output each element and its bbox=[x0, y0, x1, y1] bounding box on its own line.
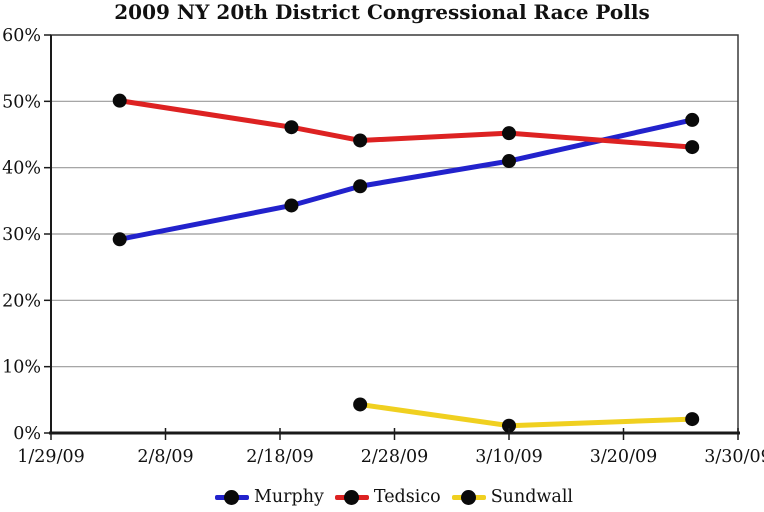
tedsico-point-2/25/09 bbox=[353, 133, 368, 148]
plot-area: 0% 10% 20% 30% 40% 50% 60% 1/29/09 2/8/09 2/18/09… bbox=[2, 26, 764, 467]
murphy-point-3/10/09 bbox=[502, 154, 516, 169]
sundwall-dot-marker bbox=[461, 489, 477, 505]
y-tick-label-0%: 0% bbox=[13, 424, 41, 444]
legend-item-murphy: Murphy bbox=[214, 487, 324, 507]
tedsico-dot-marker bbox=[344, 489, 360, 505]
legend: Murphy Tedsico Sundwall bbox=[0, 484, 764, 510]
x-tick-label-2/18/09: 2/18/09 bbox=[246, 447, 313, 467]
murphy-point-3/26/09 bbox=[685, 112, 700, 127]
tedsico-point-3/10/09 bbox=[502, 126, 516, 141]
legend-label-sundwall: Sundwall bbox=[490, 487, 574, 507]
chart-title: 2009 NY 20th District Congressional Race… bbox=[114, 0, 650, 24]
tedsico-point-2/4/09 bbox=[112, 93, 127, 108]
x-tick-label-3/20/09: 3/20/09 bbox=[590, 447, 657, 467]
sundwall-point-3/10/09 bbox=[502, 418, 516, 433]
x-tick-label-2/8/09: 2/8/09 bbox=[137, 447, 193, 467]
murphy-dot-marker bbox=[224, 489, 240, 505]
murphy-point-2/4/09 bbox=[112, 232, 127, 247]
y-tick-label-30%: 30% bbox=[2, 225, 41, 245]
x-tick-label-2/28/09: 2/28/09 bbox=[361, 447, 428, 467]
y-tick-label-60%: 60% bbox=[2, 26, 41, 46]
sundwall-line bbox=[357, 401, 695, 429]
murphy-point-2/19/09 bbox=[284, 198, 299, 213]
murphy-point-2/25/09 bbox=[353, 179, 368, 194]
tedsico-line-marker bbox=[334, 489, 369, 505]
legend-label-tedsico: Tedsico bbox=[373, 487, 441, 507]
legend-item-sundwall: Sundwall bbox=[451, 487, 574, 507]
tedsico-point-3/26/09 bbox=[685, 140, 700, 155]
legend-item-tedsico: Tedsico bbox=[334, 487, 441, 507]
tedsico-line bbox=[117, 98, 695, 150]
x-tick-label-3/30/09: 3/30/09 bbox=[704, 447, 764, 467]
sundwall-line-marker bbox=[451, 489, 486, 505]
legend-label-murphy: Murphy bbox=[253, 487, 324, 507]
x-tick-label-3/10/09: 3/10/09 bbox=[475, 447, 542, 467]
y-tick-label-50%: 50% bbox=[2, 92, 41, 112]
x-tick-label-1/29/09: 1/29/09 bbox=[17, 447, 84, 467]
sundwall-point-2/25/09 bbox=[353, 397, 368, 412]
y-tick-label-20%: 20% bbox=[2, 291, 41, 311]
tedsico-point-2/19/09 bbox=[284, 120, 299, 135]
y-tick-label-40%: 40% bbox=[2, 159, 41, 179]
y-tick-label-10%: 10% bbox=[2, 358, 41, 378]
sundwall-point-3/26/09 bbox=[685, 412, 700, 427]
murphy-line-marker bbox=[214, 489, 249, 505]
